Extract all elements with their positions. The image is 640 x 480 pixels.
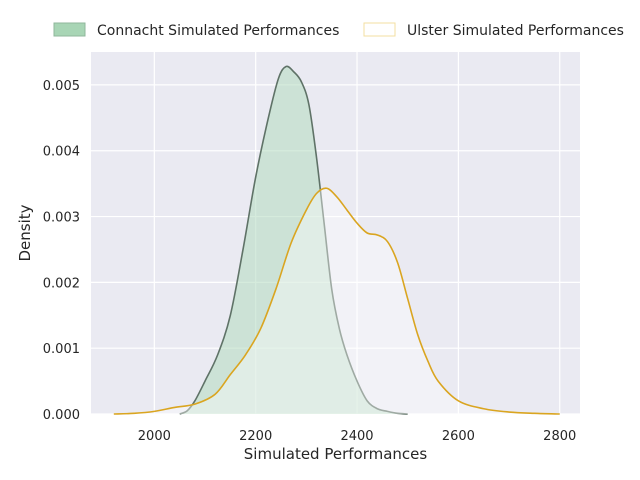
ulster-legend-swatch: [363, 22, 396, 37]
connacht-density-line: [179, 65, 408, 415]
y-tick-label: 0.005: [43, 79, 80, 94]
x-axis-ticks: 2000 2200 2400 2600 2800: [138, 429, 576, 444]
ulster-legend-label: Ulster Simulated Performances: [407, 23, 624, 39]
density-areas: [113, 65, 560, 415]
x-tick-label: 2000: [138, 429, 171, 444]
y-tick-label: 0.000: [43, 408, 80, 423]
y-axis-ticks: 0.000 0.001 0.002 0.003 0.004 0.005: [43, 79, 80, 423]
x-tick-label: 2600: [442, 429, 475, 444]
y-axis-label: Density: [16, 204, 34, 261]
y-tick-label: 0.004: [43, 145, 80, 160]
x-axis-label: Simulated Performances: [244, 445, 428, 463]
x-tick-label: 2400: [340, 429, 373, 444]
connacht-density-fill: [179, 66, 408, 414]
legend: Connacht Simulated Performances Ulster Si…: [53, 22, 624, 39]
connacht-legend-label: Connacht Simulated Performances: [97, 23, 339, 39]
y-tick-label: 0.001: [43, 342, 80, 357]
y-tick-label: 0.003: [43, 211, 80, 226]
x-tick-label: 2200: [239, 429, 272, 444]
connacht-legend-swatch: [53, 22, 86, 37]
y-tick-label: 0.002: [43, 276, 80, 291]
ulster-density-line: [113, 187, 560, 415]
x-tick-label: 2800: [543, 429, 576, 444]
ulster-density-fill: [113, 188, 560, 414]
